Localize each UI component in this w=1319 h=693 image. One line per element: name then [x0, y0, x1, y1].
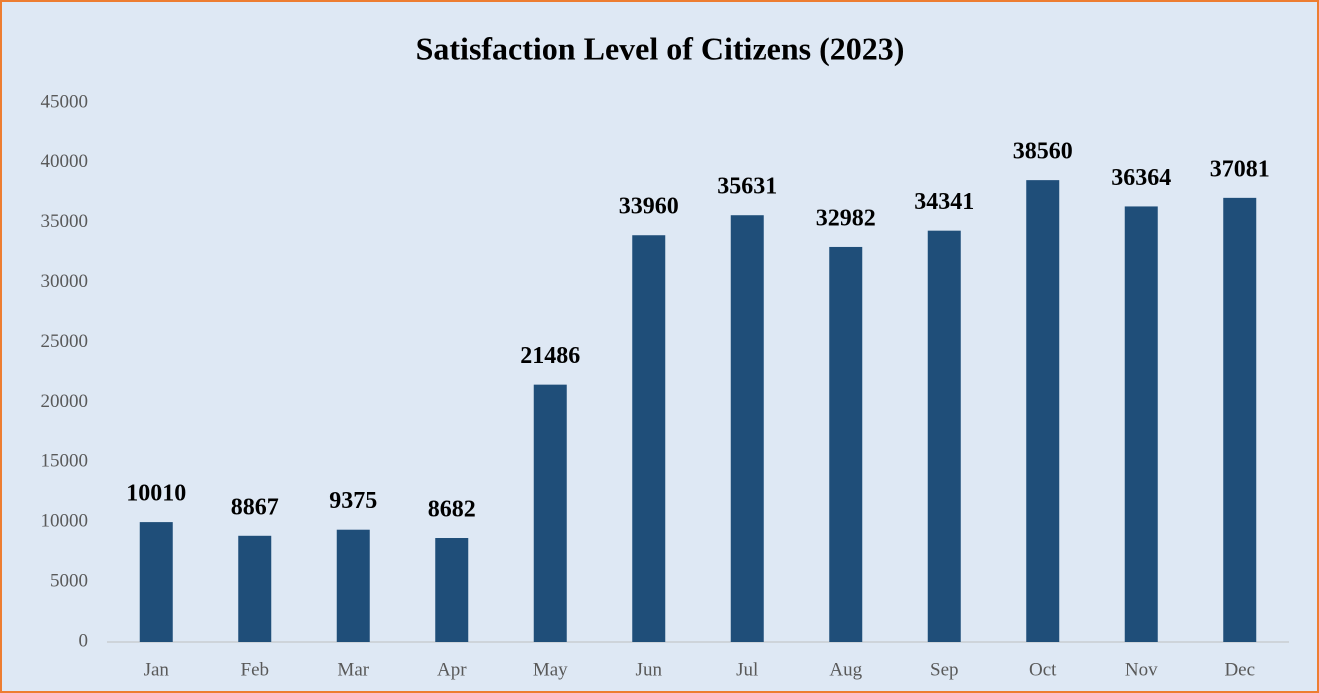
y-tick-label: 45000 [41, 91, 89, 112]
x-tick-label: Apr [437, 659, 467, 680]
x-tick-label: Mar [337, 659, 369, 680]
y-tick-label: 15000 [41, 451, 89, 472]
bar [632, 235, 666, 642]
x-tick-label: Dec [1224, 659, 1255, 680]
bar [730, 215, 764, 643]
x-tick-label: May [533, 659, 568, 680]
bar [829, 246, 863, 643]
bar [336, 529, 370, 642]
y-tick-label: 35000 [41, 211, 89, 232]
x-tick-label: Aug [829, 659, 862, 680]
data-label: 36364 [1111, 165, 1171, 191]
x-tick-label: Jun [636, 659, 663, 680]
x-tick-label: Nov [1125, 659, 1158, 680]
bar [435, 538, 469, 642]
data-label: 8867 [231, 494, 279, 520]
data-label: 38560 [1013, 139, 1073, 165]
data-label: 10010 [126, 481, 186, 507]
data-label: 9375 [329, 488, 377, 514]
bar [533, 384, 567, 642]
bar [1223, 197, 1257, 642]
data-label: 34341 [914, 189, 974, 215]
y-tick-label: 5000 [50, 570, 88, 591]
x-tick-label: Jul [736, 659, 758, 680]
y-tick-label: 30000 [41, 271, 89, 292]
x-tick-label: Feb [241, 659, 270, 680]
bar [1026, 180, 1060, 642]
y-tick-label: 40000 [41, 151, 89, 172]
data-label: 33960 [619, 194, 679, 220]
y-tick-label: 25000 [41, 331, 89, 352]
y-tick-label: 0 [79, 630, 89, 651]
bar [927, 230, 961, 642]
bar [139, 522, 173, 642]
data-label: 32982 [816, 205, 876, 231]
chart-title: Satisfaction Level of Citizens (2023) [416, 30, 905, 66]
data-label: 35631 [717, 174, 777, 200]
x-tick-label: Oct [1029, 659, 1057, 680]
x-tick-label: Jan [144, 659, 170, 680]
bar [238, 535, 272, 642]
data-label: 37081 [1210, 156, 1270, 182]
y-tick-label: 10000 [41, 511, 89, 532]
y-tick-label: 20000 [41, 391, 89, 412]
x-tick-label: Sep [930, 659, 959, 680]
data-label: 21486 [520, 343, 580, 369]
bar [1124, 206, 1158, 642]
data-label: 8682 [428, 497, 476, 523]
